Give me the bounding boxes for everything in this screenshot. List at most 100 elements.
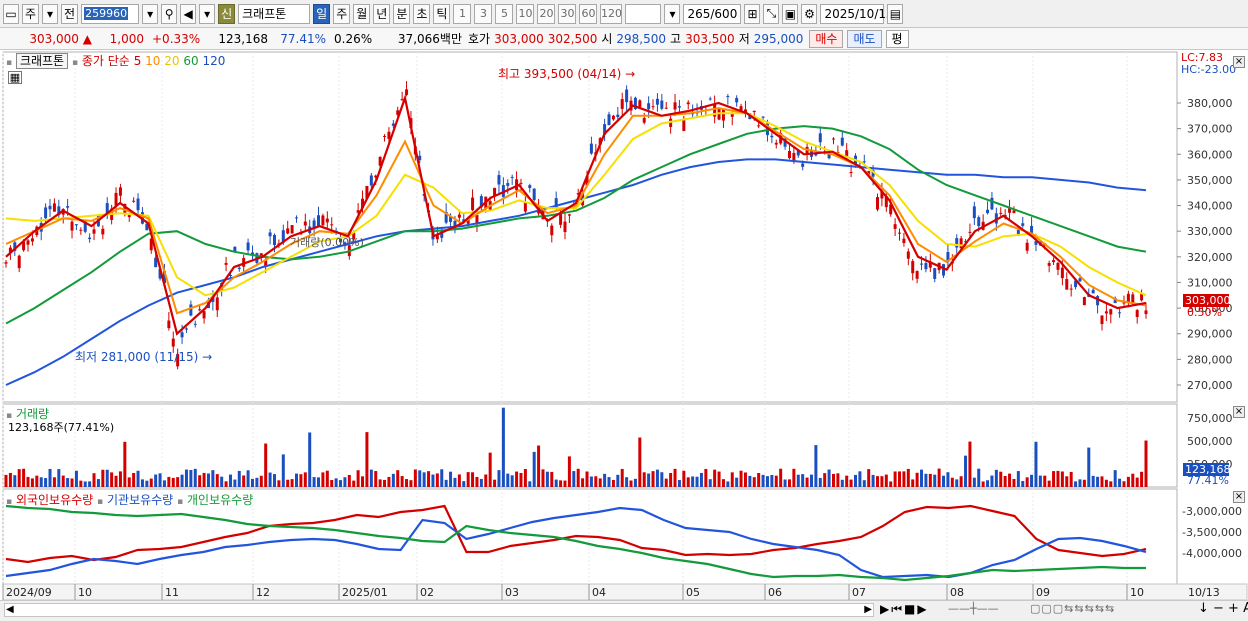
- interval-10[interactable]: 10: [516, 3, 535, 24]
- holdings-lines: [5, 504, 1147, 582]
- calendar-icon[interactable]: ▤: [887, 3, 904, 24]
- zoom-controls[interactable]: ↓ − + A: [1198, 601, 1248, 616]
- volume-bar: [1131, 473, 1135, 487]
- horizontal-scrollbar[interactable]: ◀ ▶: [4, 603, 874, 617]
- zoom-slider[interactable]: ——┼——: [948, 602, 999, 615]
- candle-body: [862, 161, 866, 163]
- volume-bar: [677, 480, 681, 487]
- tab-tick[interactable]: 틱: [433, 3, 451, 24]
- candle-body: [884, 196, 888, 208]
- drawing-tools[interactable]: ▢▢▢⇆⇆⇆⇆⇆: [1030, 602, 1116, 615]
- window-icon[interactable]: ▭: [3, 3, 19, 24]
- indicator-icon[interactable]: ⊞: [744, 3, 761, 24]
- volume-bars: [4, 407, 1148, 487]
- chevron-down-icon[interactable]: ▾: [42, 3, 59, 24]
- interval-20[interactable]: 20: [537, 3, 556, 24]
- interval-60[interactable]: 60: [579, 3, 598, 24]
- save-icon[interactable]: ▣: [782, 3, 799, 24]
- volume-bar: [858, 471, 862, 487]
- prev-button[interactable]: 전: [61, 3, 79, 24]
- candle-body: [986, 209, 990, 214]
- date-field[interactable]: 2025/10/13: [820, 3, 894, 24]
- blank-field[interactable]: [625, 3, 662, 24]
- volume-bar: [35, 475, 39, 487]
- tab-second[interactable]: 초: [413, 3, 431, 24]
- volume-bar: [118, 471, 122, 487]
- interval-30[interactable]: 30: [558, 3, 577, 24]
- holdings-legend: ▪ 외국인보유수량 ▪ 기관보유수량 ▪ 개인보유수량: [6, 491, 253, 508]
- interval-3[interactable]: 3: [474, 3, 493, 24]
- volume-bar: [264, 443, 268, 487]
- period-select[interactable]: 주: [22, 3, 40, 24]
- price-chart[interactable]: 380,000 370,000 360,000 350,000 340,000 330,0…: [0, 50, 1248, 600]
- ma-line-5: [5, 93, 1147, 336]
- tab-minute[interactable]: 분: [393, 3, 411, 24]
- volume-bar: [202, 472, 206, 487]
- search-icon[interactable]: ⚲: [161, 3, 178, 24]
- candle-body: [567, 214, 571, 216]
- eval-button[interactable]: 평: [885, 29, 909, 48]
- stock-name-field[interactable]: 크래프톤: [238, 3, 311, 24]
- high-annotation-text: 최고 393,500 (04/14): [498, 67, 622, 81]
- candle-body: [559, 213, 563, 225]
- interval-120[interactable]: 120: [600, 3, 623, 24]
- table-icon[interactable]: ▦: [8, 71, 22, 84]
- price-tag: 303,000: [1183, 294, 1231, 307]
- blank-dropdown-icon[interactable]: ▾: [664, 3, 681, 24]
- count-field[interactable]: 265/600: [683, 3, 742, 24]
- sound-icon[interactable]: ◀: [180, 3, 197, 24]
- close-icon-3[interactable]: ×: [1233, 491, 1245, 503]
- candle-body: [924, 263, 928, 270]
- tab-year[interactable]: 년: [373, 3, 391, 24]
- stock-code-input[interactable]: 259960: [81, 3, 140, 24]
- candle-body: [677, 106, 681, 108]
- volume-bar: [915, 472, 919, 487]
- tab-day[interactable]: 일: [313, 3, 331, 24]
- candle-body: [246, 242, 250, 251]
- candle-body: [233, 246, 237, 252]
- close-icon-2[interactable]: ×: [1233, 406, 1245, 418]
- candle-body: [721, 109, 725, 121]
- candle-body: [1113, 297, 1117, 303]
- sell-button[interactable]: 매도: [847, 29, 882, 48]
- volume-bar: [660, 472, 664, 487]
- candle-body: [118, 187, 122, 196]
- volume-bar: [145, 480, 149, 487]
- volume-bar: [242, 475, 246, 487]
- tab-month[interactable]: 월: [353, 3, 371, 24]
- interval-5[interactable]: 5: [495, 3, 514, 24]
- scroll-right-icon[interactable]: ▶: [864, 604, 872, 615]
- playback-controls[interactable]: ▶⏮■▶: [880, 602, 929, 616]
- draw-icon[interactable]: ⤡: [763, 3, 780, 24]
- volume-bar: [1087, 447, 1091, 487]
- volume-bar: [237, 470, 241, 487]
- close-icon[interactable]: ×: [1233, 56, 1245, 68]
- candle-body: [867, 171, 871, 176]
- volume-bar: [1091, 475, 1095, 487]
- volume-bar: [356, 470, 360, 487]
- candle-body: [400, 99, 404, 101]
- sound-dropdown-icon[interactable]: ▾: [199, 3, 216, 24]
- volume-bar: [176, 477, 180, 487]
- tab-week[interactable]: 주: [333, 3, 351, 24]
- signal-button[interactable]: 신: [218, 3, 236, 24]
- volume-bar: [435, 473, 439, 487]
- interval-1[interactable]: 1: [453, 3, 472, 24]
- candle-body: [154, 257, 158, 268]
- buy-button[interactable]: 매수: [809, 29, 844, 48]
- volume-bar: [898, 471, 902, 487]
- volume-bar: [365, 432, 369, 487]
- volume-bar: [70, 478, 74, 487]
- volume-bar: [101, 469, 105, 487]
- volume-bar: [598, 478, 602, 487]
- candle-body: [964, 241, 968, 243]
- scroll-left-icon[interactable]: ◀: [6, 604, 14, 615]
- volume-bar: [66, 478, 70, 487]
- gear-icon[interactable]: ⚙: [801, 3, 818, 24]
- volume-bar: [1074, 481, 1078, 487]
- candle-body: [801, 163, 805, 167]
- candle-body: [616, 114, 620, 118]
- code-dropdown-icon[interactable]: ▾: [142, 3, 159, 24]
- candle-body: [325, 218, 329, 223]
- legend-name[interactable]: 크래프톤: [15, 53, 69, 69]
